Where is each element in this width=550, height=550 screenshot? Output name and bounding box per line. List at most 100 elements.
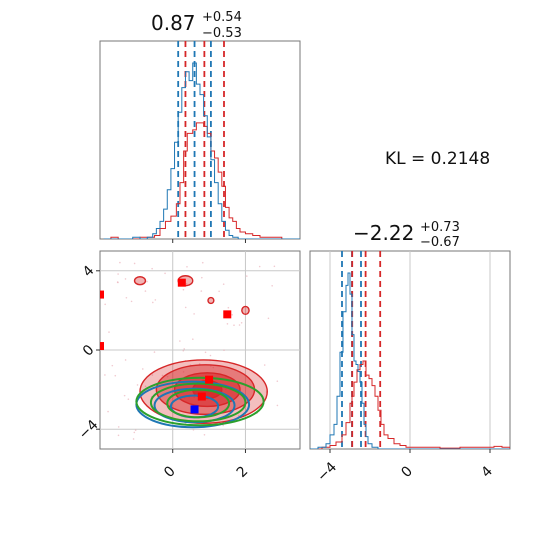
scatter-sample-dot xyxy=(182,288,185,291)
scatter-sample-dot xyxy=(134,429,137,431)
scatter-sample-dot xyxy=(161,374,164,377)
scatter-sample-dot xyxy=(201,261,204,264)
blue-square-marker xyxy=(190,405,199,414)
red-square-marker xyxy=(197,392,206,401)
top-panel-ticks xyxy=(172,239,246,243)
scatter-sample-dot xyxy=(117,434,120,437)
scatter-sample-dot xyxy=(153,351,156,353)
red-contour-island xyxy=(241,305,250,316)
right-x-tick-label: −4 xyxy=(314,459,340,485)
scatter-sample-dot xyxy=(104,374,106,376)
scatter-sample-dot xyxy=(245,275,248,277)
top-panel-content xyxy=(103,41,300,239)
scatter-sample-dot xyxy=(209,354,212,357)
scatter-sample-dot xyxy=(184,306,187,309)
scatter-sample-dot xyxy=(231,313,233,316)
scatter-y-tick-label: −4 xyxy=(76,417,102,443)
param2-title: −2.22 +0.73 −0.67 xyxy=(353,220,460,250)
scatter-sample-dot xyxy=(154,299,157,301)
scatter-sample-dot xyxy=(124,278,127,280)
right-x-tick-label: 4 xyxy=(478,463,496,481)
scatter-sample-dot xyxy=(240,321,243,324)
red-contour-island xyxy=(133,276,147,286)
scatter-sample-dot xyxy=(127,398,130,401)
param2-title-minus: −0.67 xyxy=(420,235,460,250)
param1-title: 0.87 +0.54 −0.53 xyxy=(151,10,242,41)
red-square-marker xyxy=(100,290,104,299)
scatter-sample-dot xyxy=(146,280,148,283)
scatter-sample-dot xyxy=(166,375,169,378)
param1-title-value: 0.87 xyxy=(151,11,196,35)
right-panel-content xyxy=(310,251,510,449)
scatter-sample-dot xyxy=(233,324,235,326)
param2-title-value: −2.22 xyxy=(353,221,414,245)
scatter-sample-dot xyxy=(151,267,153,270)
red-square-marker xyxy=(205,375,214,384)
blue-contour-line xyxy=(153,387,236,424)
red-square-marker xyxy=(100,342,104,351)
scatter-sample-dot xyxy=(185,282,188,285)
scatter-sample-dot xyxy=(179,340,181,342)
red-contour-island xyxy=(207,296,215,305)
scatter-sample-dot xyxy=(203,434,206,436)
scatter-sample-dot xyxy=(267,317,270,320)
scatter-sample-dot xyxy=(192,429,195,431)
scatter-sample-dot xyxy=(116,281,119,283)
scatter-sample-dot xyxy=(124,359,127,361)
scatter-y-tick-label: 0 xyxy=(80,342,98,360)
scatter-sample-dot xyxy=(136,384,139,386)
scatter-sample-dot xyxy=(258,265,261,268)
red-square-marker xyxy=(223,310,232,319)
scatter-sample-dot xyxy=(200,290,203,292)
param1-histogram-blue xyxy=(103,62,300,239)
scatter-sample-dot xyxy=(192,338,194,340)
scatter-sample-dot xyxy=(218,290,220,293)
param1-histogram-red xyxy=(103,122,300,239)
scatter-contour-panel: −4 0 4 0 2 xyxy=(76,250,301,481)
scatter-sample-dot xyxy=(226,323,229,325)
param1-title-minus: −0.53 xyxy=(202,26,242,41)
top-histogram-panel xyxy=(99,40,301,243)
scatter-sample-dot xyxy=(132,438,135,440)
kl-divergence-label: KL = 0.2148 xyxy=(385,149,490,169)
scatter-sample-dot xyxy=(108,331,110,333)
param2-histogram-red xyxy=(310,360,510,449)
scatter-sample-dot xyxy=(117,273,119,275)
scatter-sample-dot xyxy=(193,313,195,315)
scatter-sample-dot xyxy=(144,290,147,292)
param2-histogram-blue xyxy=(310,272,510,449)
red-square-marker xyxy=(177,278,186,287)
scatter-sample-dot xyxy=(141,368,144,370)
scatter-sample-dot xyxy=(151,301,154,304)
green-contour-line xyxy=(166,388,231,419)
scatter-sample-dot xyxy=(223,349,225,352)
scatter-sample-dot xyxy=(104,303,106,306)
top-panel-frame xyxy=(99,40,301,240)
scatter-sample-dot xyxy=(107,410,109,413)
scatter-sample-dot xyxy=(117,426,120,428)
scatter-sample-dot xyxy=(133,431,136,434)
scatter-x-tick-label: 2 xyxy=(234,463,252,481)
scatter-sample-dot xyxy=(182,349,185,352)
scatter-sample-dot xyxy=(204,351,207,354)
scatter-sample-dot xyxy=(273,265,276,268)
scatter-sample-dot xyxy=(276,404,279,407)
scatter-sample-dot xyxy=(111,364,114,367)
scatter-sample-dot xyxy=(201,276,203,279)
scatter-sample-dot xyxy=(212,366,215,369)
green-contour-line xyxy=(135,376,265,427)
scatter-sample-dot xyxy=(271,284,273,287)
scatter-sample-dot xyxy=(186,265,188,268)
scatter-sample-dot xyxy=(123,394,126,397)
scatter-sample-dot xyxy=(222,424,224,427)
scatter-panel-content xyxy=(100,251,300,449)
scatter-sample-dot xyxy=(125,296,128,299)
right-histogram-panel: −4 0 4 xyxy=(309,250,511,485)
right-panel-ticks: −4 0 4 xyxy=(314,449,496,485)
scatter-y-tick-label: 4 xyxy=(80,263,98,281)
scatter-sample-dot xyxy=(183,348,186,350)
scatter-sample-dot xyxy=(133,262,136,265)
param2-title-plus: +0.73 xyxy=(420,220,460,235)
scatter-x-tick-label: 0 xyxy=(161,463,179,481)
